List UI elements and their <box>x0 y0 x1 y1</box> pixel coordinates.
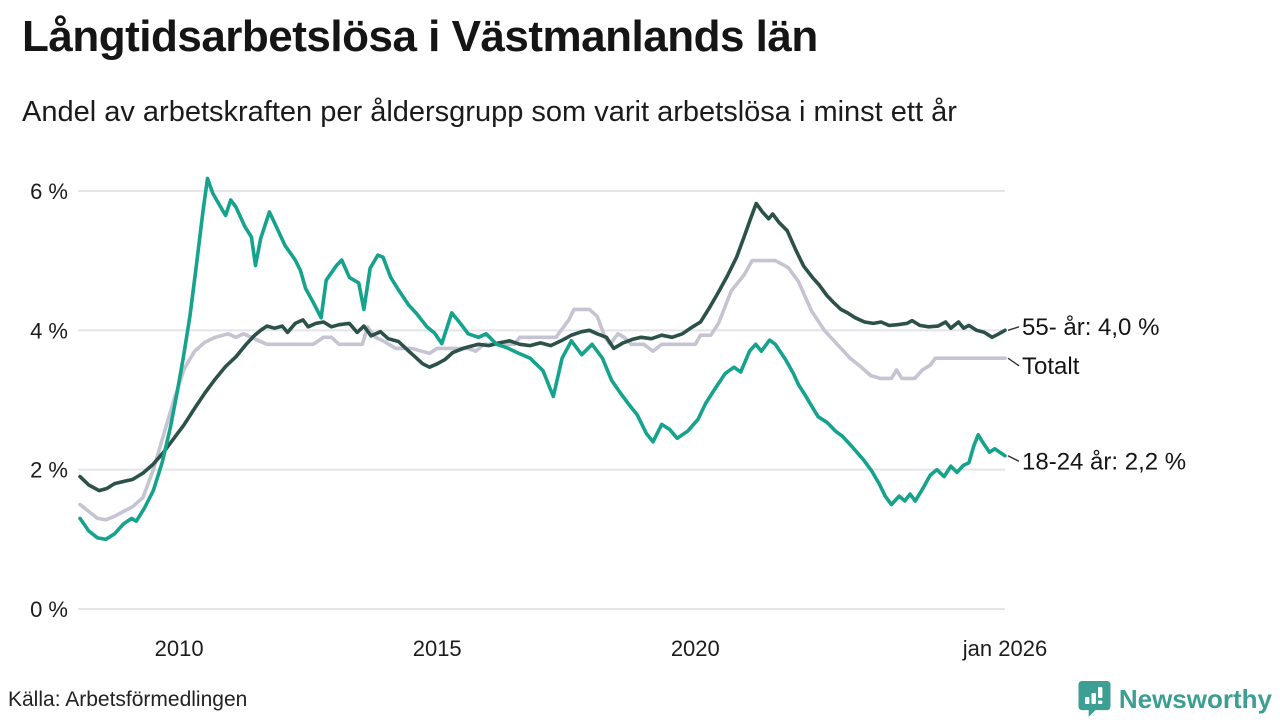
y-tick-label: 4 % <box>30 318 68 343</box>
series-end-label-18-24-r: 18-24 år: 2,2 % <box>1022 448 1186 475</box>
newsworthy-icon <box>1078 680 1111 717</box>
y-tick-label: 0 % <box>30 597 68 622</box>
series-end-label-totalt: Totalt <box>1022 353 1080 380</box>
x-tick-label: jan 2026 <box>962 636 1047 661</box>
brand-wordmark: Newsworthy <box>1118 683 1272 714</box>
x-tick-label: 2015 <box>413 636 462 661</box>
page-title: Långtidsarbetslösa i Västmanlands län <box>22 12 818 61</box>
source-note: Källa: Arbetsförmedlingen <box>8 688 248 711</box>
label-connector <box>1007 326 1020 331</box>
series-end-label-55-r: 55- år: 4,0 % <box>1022 314 1159 341</box>
series-line-totalt <box>78 258 1007 522</box>
series-line-55-r <box>78 201 1007 493</box>
x-tick-label: 2010 <box>155 636 204 661</box>
page-subtitle: Andel av arbetskraften per åldersgrupp s… <box>22 96 957 128</box>
x-tick-label: 2020 <box>671 636 720 661</box>
brand-logo: Newsworthy <box>1078 680 1272 718</box>
y-tick-label: 6 % <box>30 179 68 204</box>
label-connector <box>1007 357 1020 367</box>
series-line-18-24-r <box>78 176 1007 542</box>
y-tick-label: 2 % <box>30 458 68 483</box>
label-connector <box>1007 455 1020 462</box>
